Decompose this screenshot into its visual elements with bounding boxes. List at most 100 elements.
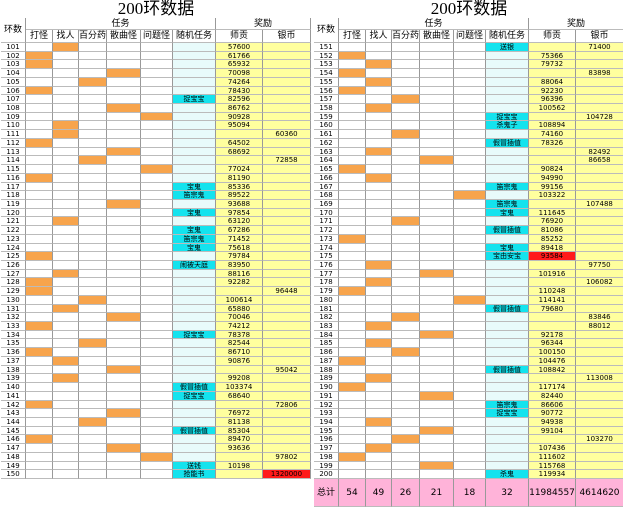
task-cell (141, 261, 173, 270)
task-cell (392, 77, 420, 87)
task-cell (420, 243, 454, 253)
task-cell (454, 234, 486, 244)
task-cell (26, 383, 53, 392)
task-cell (79, 269, 107, 279)
ring-number: 134 (1, 330, 26, 340)
task-cell (392, 295, 420, 305)
random-task: 捉宝宝 (486, 112, 529, 122)
task-cell (366, 322, 392, 331)
silver-value (263, 304, 311, 314)
column-header: 散曲怪 (107, 30, 141, 43)
task-cell (107, 182, 141, 192)
task-cell (107, 365, 141, 375)
task-cell (454, 60, 486, 70)
random-task (486, 322, 529, 331)
silver-value (576, 60, 623, 70)
exp-value: 74212 (216, 322, 263, 331)
task-cell (141, 234, 173, 244)
task-cell (392, 191, 420, 200)
silver-value (263, 383, 311, 392)
task-cell (107, 461, 141, 471)
random-task (486, 348, 529, 357)
ring-number: 132 (1, 313, 26, 323)
ring-number: 142 (1, 400, 26, 410)
silver-value (576, 409, 623, 418)
task-cell (53, 417, 79, 427)
task-cell (366, 147, 392, 157)
task-cell (107, 252, 141, 261)
task-cell (339, 147, 366, 157)
task-cell (392, 304, 420, 314)
task-cell (79, 252, 107, 261)
task-cell (53, 461, 79, 471)
task-cell (79, 182, 107, 192)
task-cell (141, 86, 173, 96)
silver-value (263, 86, 311, 96)
task-cell (79, 461, 107, 471)
silver-value (263, 269, 311, 279)
silver-value: 60360 (263, 130, 311, 139)
task-cell (53, 313, 79, 323)
task-cell (366, 304, 392, 314)
task-cell (107, 269, 141, 279)
task-cell (79, 417, 107, 427)
exp-value: 115768 (529, 461, 576, 471)
random-task (486, 278, 529, 288)
task-cell (141, 417, 173, 427)
task-cell (107, 147, 141, 157)
exp-value: 85252 (529, 234, 576, 244)
silver-value (576, 400, 623, 410)
random-task (173, 252, 216, 261)
task-cell (392, 383, 420, 392)
silver-value (576, 356, 623, 366)
task-cell (392, 173, 420, 183)
task-cell (392, 287, 420, 296)
exp-value (216, 365, 263, 375)
exp-value: 81086 (529, 226, 576, 235)
exp-value: 77024 (216, 165, 263, 174)
task-cell (107, 51, 141, 61)
exp-value: 92178 (529, 330, 576, 340)
task-cell (79, 339, 107, 349)
task-cell (26, 295, 53, 305)
task-cell (454, 322, 486, 331)
task-cell (392, 138, 420, 148)
task-cell (420, 226, 454, 235)
task-cell (420, 383, 454, 392)
exp-value: 90876 (216, 356, 263, 366)
task-cell (79, 173, 107, 183)
task-cell (392, 252, 420, 261)
ring-number: 187 (314, 356, 339, 366)
task-cell (141, 452, 173, 462)
task-cell (79, 426, 107, 436)
task-cell (79, 409, 107, 418)
silver-value: 88012 (576, 322, 623, 331)
ring-number: 156 (314, 86, 339, 96)
task-cell (79, 217, 107, 227)
exp-value: 81138 (216, 417, 263, 427)
task-cell (366, 261, 392, 270)
task-cell (53, 138, 79, 148)
exp-value: 10198 (216, 461, 263, 471)
column-header: 散曲怪 (420, 30, 454, 43)
task-cell (339, 295, 366, 305)
random-task: 假冒插值 (486, 226, 529, 235)
random-task (173, 409, 216, 418)
random-task (486, 383, 529, 392)
task-cell (107, 191, 141, 200)
task-cell (420, 269, 454, 279)
task-cell (454, 435, 486, 445)
ring-number: 180 (314, 295, 339, 305)
ring-number: 195 (314, 426, 339, 436)
task-cell (339, 165, 366, 174)
random-task: 宝鬼 (173, 208, 216, 218)
ring-number: 107 (1, 95, 26, 105)
task-cell (53, 252, 79, 261)
exp-value: 95094 (216, 121, 263, 131)
task-cell (26, 86, 53, 96)
random-task (173, 112, 216, 122)
task-cell (420, 330, 454, 340)
exp-value (216, 287, 263, 296)
random-task: 笛宗鬼 (486, 400, 529, 410)
task-cell (392, 426, 420, 436)
